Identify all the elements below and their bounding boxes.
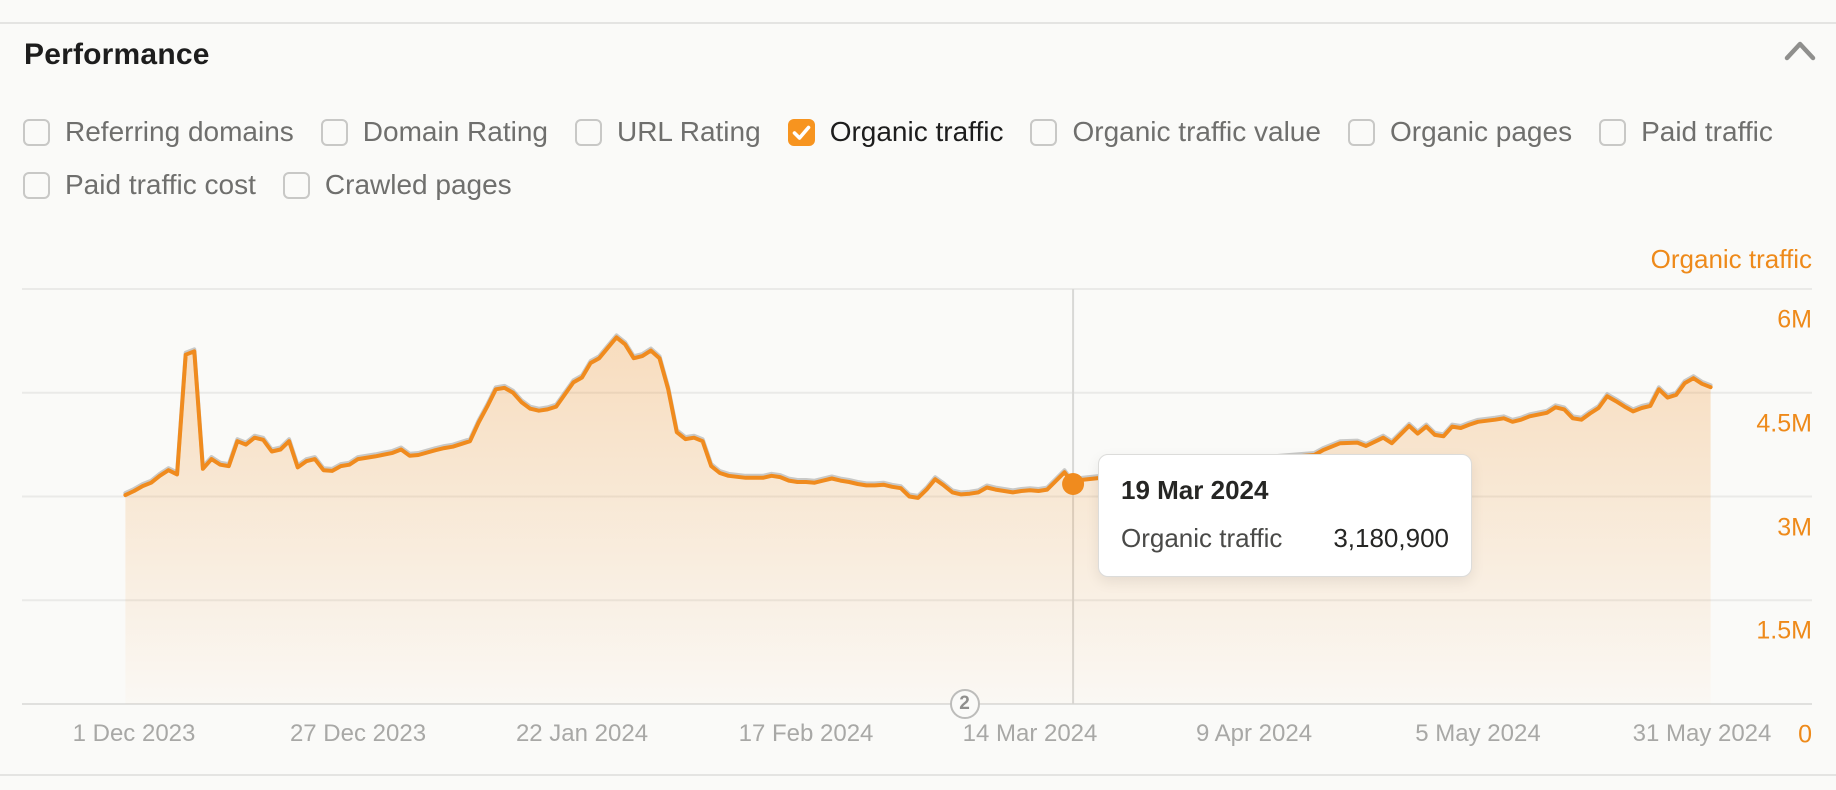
panel-bottom-border	[0, 774, 1836, 776]
y-tick-0: 0	[1798, 720, 1812, 749]
metric-checkbox-referring-domains[interactable]: Referring domains	[23, 116, 294, 148]
checkbox-unchecked-icon[interactable]	[1030, 118, 1058, 146]
y-tick-6m: 6M	[1777, 305, 1812, 334]
x-tick-5-may-2024: 5 May 2024	[1415, 720, 1541, 747]
x-tick-9-apr-2024: 9 Apr 2024	[1195, 720, 1313, 747]
metric-checkbox-url-rating[interactable]: URL Rating	[574, 116, 761, 148]
metric-checkbox-domain-rating[interactable]: Domain Rating	[320, 116, 548, 148]
chevron-up-icon	[1784, 41, 1816, 61]
metric-label: Crawled pages	[324, 169, 512, 200]
x-tick-31-may-2024: 31 May 2024	[1632, 720, 1772, 747]
metric-label: Organic traffic value	[1072, 116, 1321, 147]
chart-tooltip: 19 Mar 2024 Organic traffic 3,180,900	[1098, 454, 1472, 577]
metrics-toolbar: Referring domains Domain Rating URL Rating…	[23, 116, 1813, 201]
metric-label: Referring domains	[65, 116, 294, 147]
metric-label: URL Rating	[616, 116, 761, 147]
x-tick-17-feb-2024: 17 Feb 2024	[738, 720, 874, 747]
tooltip-metric-label: Organic traffic	[1121, 523, 1283, 553]
x-tick-1-dec-2023: 1 Dec 2023	[72, 720, 196, 747]
y-tick-3m: 3M	[1777, 513, 1812, 541]
metric-checkbox-organic-pages[interactable]: Organic pages	[1347, 116, 1573, 148]
checkbox-unchecked-icon[interactable]	[23, 118, 50, 146]
y-tick-1.5m: 1.5M	[1756, 616, 1812, 645]
metrics-row: Referring domains Domain Rating URL Rating…	[23, 116, 1813, 148]
y-tick-4.5m: 4.5M	[1756, 409, 1812, 438]
chart-legend-organic-traffic: Organic traffic	[1650, 244, 1812, 274]
checkbox-checked-icon[interactable]	[787, 118, 815, 146]
metric-label: Paid traffic	[1641, 116, 1773, 147]
checkbox-unchecked-icon[interactable]	[1347, 118, 1375, 146]
checkbox-unchecked-icon[interactable]	[320, 118, 348, 146]
panel-top-border	[0, 22, 1836, 24]
checkbox-unchecked-icon[interactable]	[574, 118, 602, 146]
metric-checkbox-paid-traffic[interactable]: Paid traffic	[1599, 116, 1773, 148]
x-tick-14-mar-2024: 14 Mar 2024	[962, 720, 1098, 747]
checkbox-unchecked-icon[interactable]	[1599, 118, 1627, 146]
metric-checkbox-paid-traffic-cost[interactable]: Paid traffic cost	[23, 169, 256, 201]
metric-label: Paid traffic cost	[65, 169, 256, 200]
x-tick-27-dec-2023: 27 Dec 2023	[289, 720, 427, 747]
metric-checkbox-crawled-pages[interactable]: Crawled pages	[282, 169, 512, 201]
page-title: Performance	[24, 38, 210, 71]
tooltip-metric-value: 3,180,900	[1333, 523, 1449, 553]
metric-label: Organic traffic	[829, 116, 1004, 147]
tooltip-date: 19 Mar 2024	[1121, 475, 1269, 505]
checkbox-unchecked-icon[interactable]	[282, 171, 310, 199]
metric-label: Domain Rating	[362, 116, 548, 147]
x-tick-22-jan-2024: 22 Jan 2024	[515, 720, 649, 747]
metric-label: Organic pages	[1389, 116, 1573, 147]
checkbox-unchecked-icon[interactable]	[23, 171, 50, 199]
metrics-row: Paid traffic cost Crawled pages	[23, 169, 1813, 201]
metric-checkbox-organic-traffic[interactable]: Organic traffic	[787, 116, 1004, 148]
chart-note-marker[interactable]: 2	[949, 689, 980, 719]
metric-checkbox-organic-traffic-value[interactable]: Organic traffic value	[1030, 116, 1321, 148]
collapse-panel-button[interactable]	[1778, 34, 1822, 68]
